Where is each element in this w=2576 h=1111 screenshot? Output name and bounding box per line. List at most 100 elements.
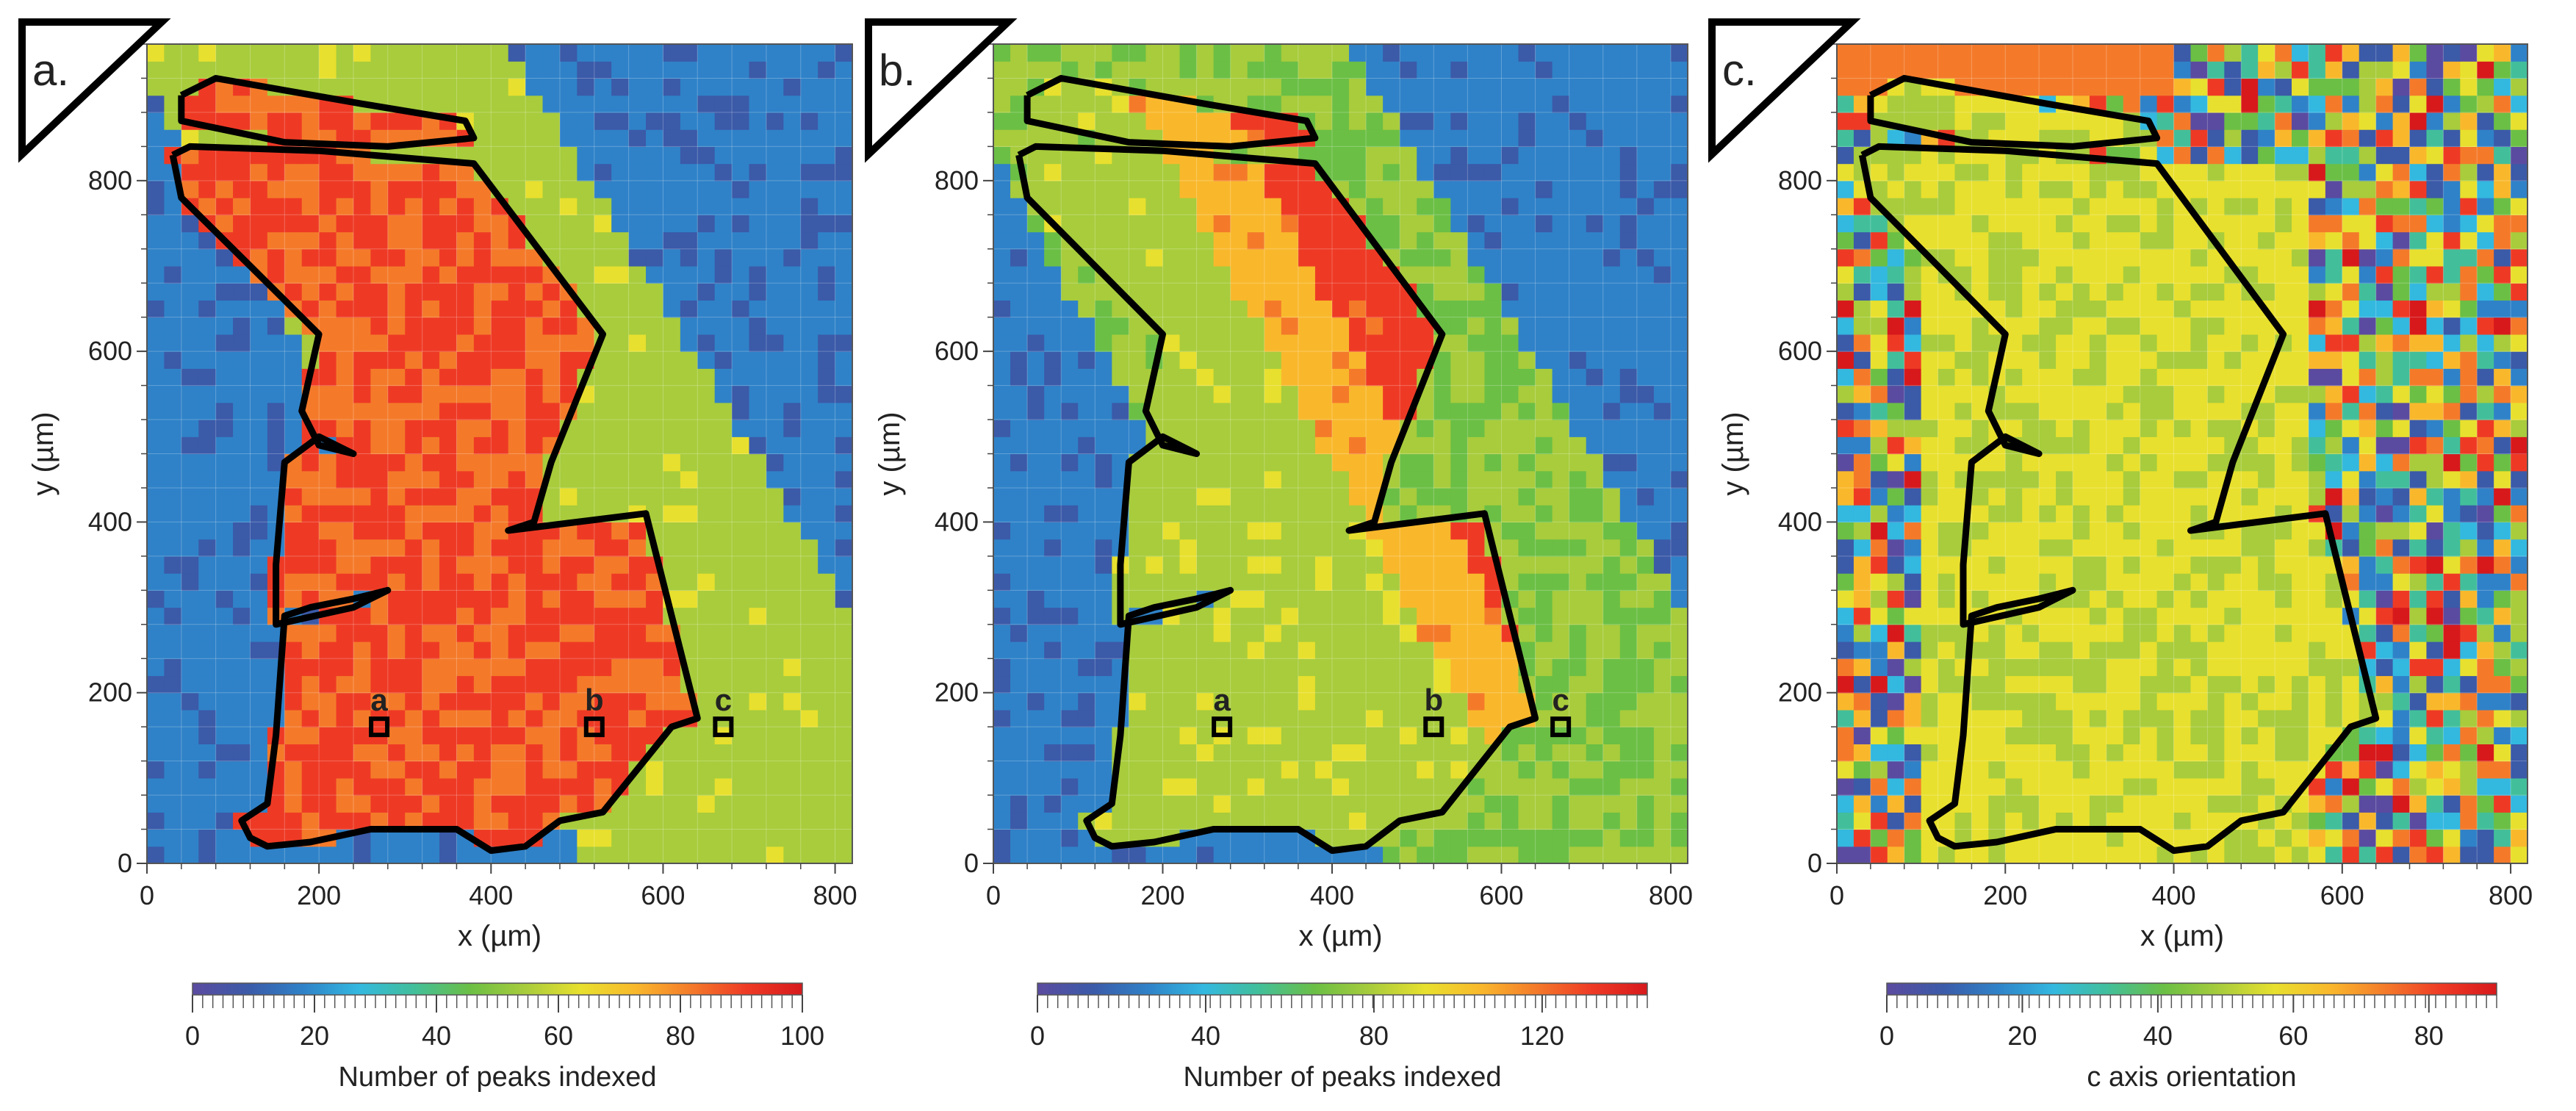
heatmap-cell <box>1636 539 1655 557</box>
heatmap-cell <box>147 215 165 233</box>
heatmap-cell <box>1129 231 1147 250</box>
heatmap-cell <box>1921 624 1939 642</box>
heatmap-cell <box>1938 590 1956 608</box>
heatmap-cell <box>1904 777 1922 796</box>
heatmap-cell <box>1281 709 1299 727</box>
heatmap-cell <box>1061 198 1079 215</box>
heatmap-cell <box>1349 761 1367 779</box>
heatmap-cell <box>628 44 647 62</box>
heatmap-cell <box>993 78 1011 96</box>
heatmap-cell <box>663 265 681 284</box>
heatmap-cell <box>577 436 595 455</box>
heatmap-cell <box>835 487 853 506</box>
colorbar-tick-label: 100 <box>780 1021 824 1051</box>
heatmap-cell <box>1586 812 1604 830</box>
heatmap-cell <box>1230 522 1248 540</box>
heatmap-cell <box>370 402 389 420</box>
heatmap-cell <box>1602 727 1621 744</box>
heatmap-cell <box>1349 351 1367 369</box>
heatmap-cell <box>714 453 733 472</box>
heatmap-cell <box>2275 607 2292 625</box>
heatmap-cell <box>1853 777 1871 796</box>
heatmap-cell <box>473 300 492 318</box>
heatmap-cell <box>1988 624 2006 642</box>
colorbar-title: Number of peaks indexed <box>338 1062 656 1093</box>
heatmap-cell <box>422 522 440 540</box>
heatmap-cell <box>1971 846 1989 864</box>
heatmap-cell <box>1196 556 1215 574</box>
heatmap-cell <box>2173 692 2192 711</box>
heatmap-cell <box>2140 777 2158 796</box>
heatmap-cell <box>2207 709 2225 727</box>
heatmap-cell <box>542 727 561 744</box>
heatmap-cell <box>766 556 784 574</box>
heatmap-cell <box>1535 727 1553 744</box>
heatmap-cell <box>215 709 234 727</box>
heatmap-cell <box>336 709 354 727</box>
heatmap-cell <box>164 846 182 864</box>
heatmap-cell <box>2106 590 2124 608</box>
heatmap-cell <box>1112 453 1129 472</box>
heatmap-cell <box>1467 351 1486 369</box>
heatmap-cells <box>147 44 853 864</box>
heatmap-cell <box>2039 658 2057 677</box>
heatmap-cell <box>1938 812 1956 830</box>
heatmap-cell <box>301 675 320 694</box>
heatmap-cell <box>1331 795 1350 813</box>
heatmap-cell <box>1383 163 1400 181</box>
heatmap-cell <box>284 61 303 79</box>
measurement-point: c <box>713 683 734 738</box>
heatmap-cell <box>284 522 303 540</box>
heatmap-cell <box>456 846 475 864</box>
heatmap-cell <box>1061 334 1079 352</box>
heatmap-cell <box>250 436 268 455</box>
heatmap-cell <box>1586 317 1604 335</box>
heatmap-cell <box>1314 231 1333 250</box>
heatmap-cell <box>1044 744 1062 762</box>
heatmap-cell <box>250 385 268 403</box>
heatmap-cell <box>1196 470 1215 489</box>
heatmap-cell <box>1264 198 1282 215</box>
heatmap-cell <box>2005 709 2023 727</box>
heatmap-cell <box>749 709 767 727</box>
heatmap-cell <box>1298 163 1316 181</box>
heatmap-cell <box>714 231 733 250</box>
heatmap-cell <box>233 658 251 677</box>
heatmap-cell <box>250 658 268 677</box>
heatmap-cell <box>1366 317 1384 335</box>
heatmap-cell <box>1095 317 1112 335</box>
heatmap-cell <box>714 692 733 711</box>
heatmap-cell <box>1061 727 1079 744</box>
heatmap-cell <box>370 317 389 335</box>
heatmap-cell <box>2292 658 2309 677</box>
heatmap-cell <box>181 846 199 864</box>
heatmap-cell <box>491 112 509 130</box>
heatmap-cell <box>2190 607 2208 625</box>
heatmap-cell <box>594 846 612 864</box>
heatmap-cell <box>439 846 458 864</box>
heatmap-cell <box>800 44 819 62</box>
heatmap-cell <box>301 505 320 523</box>
heatmap-cell <box>1853 675 1871 694</box>
heatmap-cell <box>422 709 440 727</box>
heatmap-cell <box>577 334 595 352</box>
heatmap-cell <box>1467 539 1486 557</box>
heatmap-cell <box>1179 215 1198 233</box>
heatmap-cell <box>387 300 406 318</box>
heatmap-cell <box>181 692 199 711</box>
heatmap-cell <box>1853 846 1871 864</box>
heatmap-cell <box>800 795 819 813</box>
heatmap-cell <box>1027 658 1045 677</box>
heatmap-cell <box>1044 658 1062 677</box>
heatmap-cell <box>1349 573 1367 591</box>
heatmap-cell <box>2292 624 2309 642</box>
heatmap-cell <box>1366 44 1384 62</box>
heatmap-cell <box>783 675 802 694</box>
heatmap-cell <box>628 846 647 864</box>
heatmap-cell <box>800 641 819 659</box>
heatmap-cell <box>1501 248 1519 267</box>
heatmap-cell <box>1331 624 1350 642</box>
heatmap-cell <box>508 487 526 506</box>
heatmap-cell <box>1281 470 1299 489</box>
heatmap-cell <box>147 658 165 677</box>
